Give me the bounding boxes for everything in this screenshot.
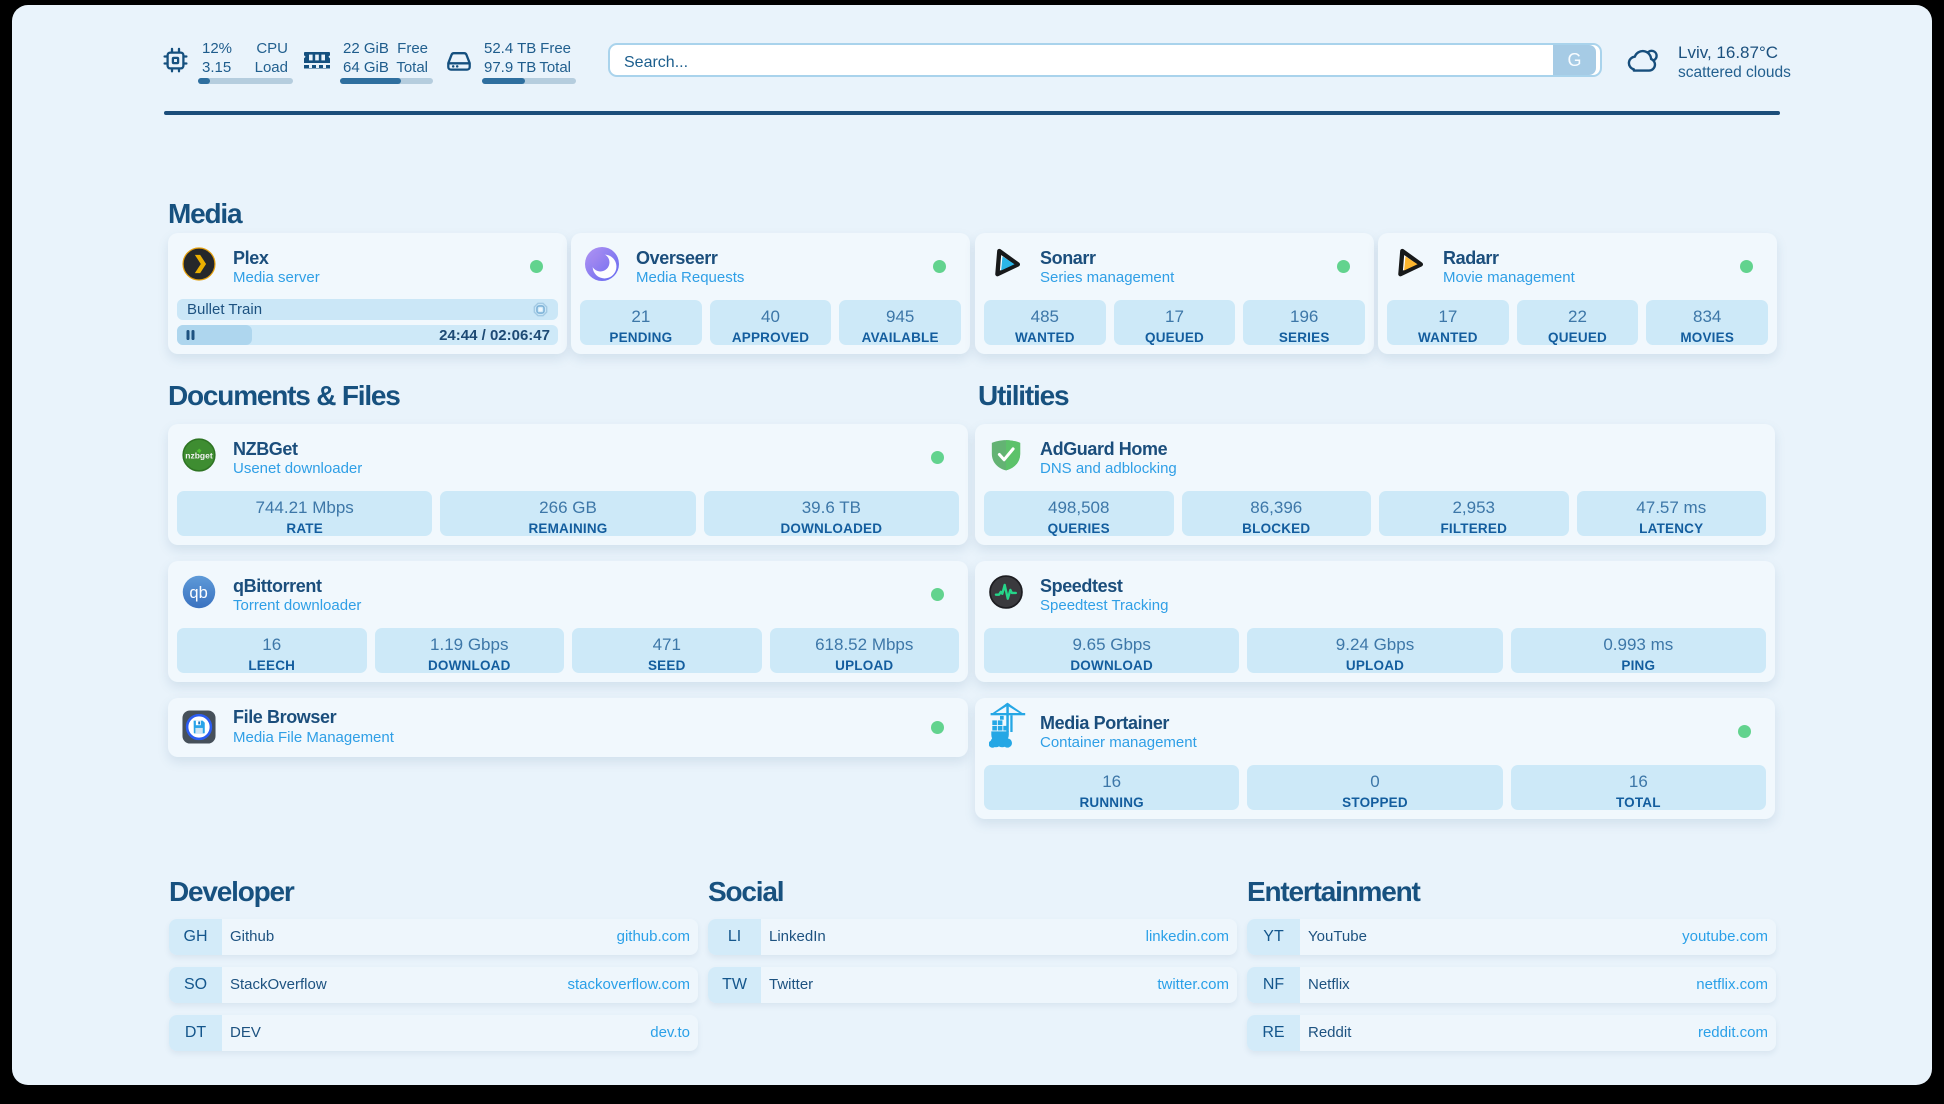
svg-text:qb: qb bbox=[189, 583, 207, 602]
svg-text:nzbget: nzbget bbox=[185, 450, 213, 460]
